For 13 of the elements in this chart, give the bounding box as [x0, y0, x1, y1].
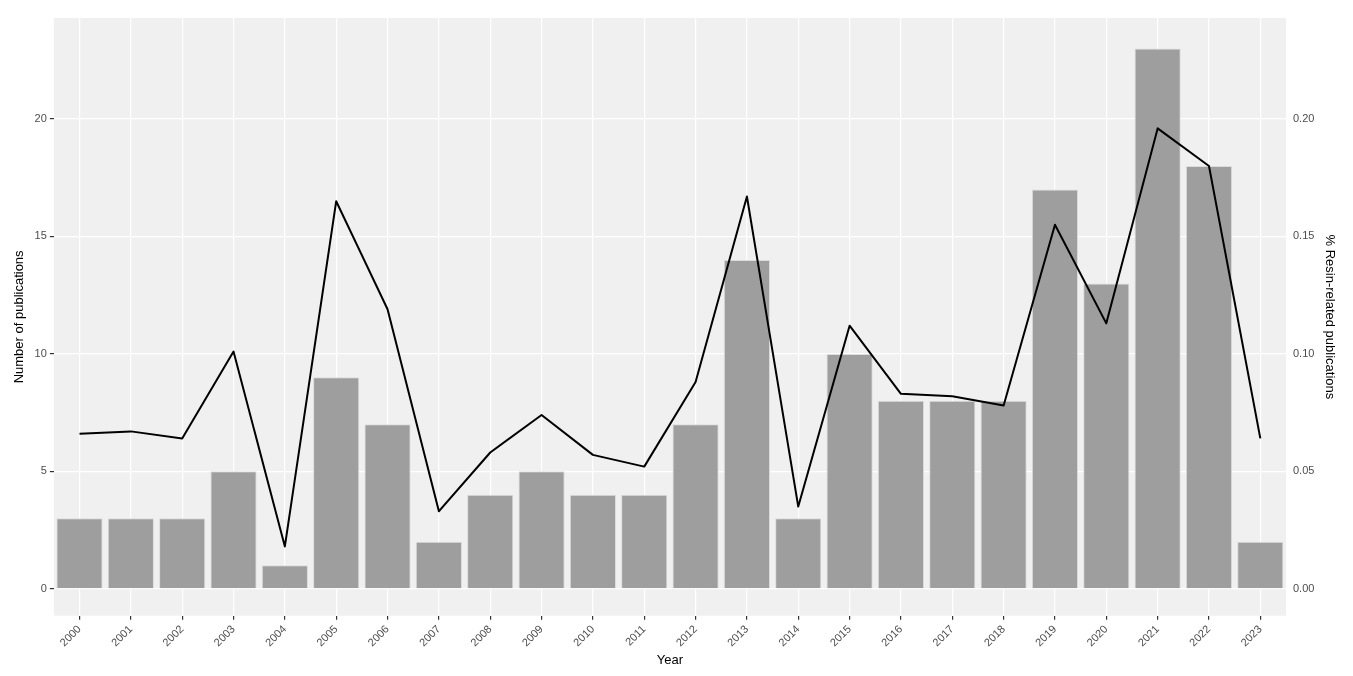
- y-tick-label: 20: [34, 112, 47, 125]
- y-tick-label: 15: [34, 229, 47, 242]
- y-axis-title: Number of publications: [11, 249, 27, 384]
- y2-tick-label: 0.05: [1292, 464, 1315, 477]
- y-tick-label: 5: [40, 464, 47, 477]
- y2-tick-label: 0.15: [1292, 229, 1315, 242]
- y-tick-label: 0: [40, 581, 47, 594]
- y2-tick-label: 0.20: [1292, 112, 1315, 125]
- y2-tick-label: 0.00: [1292, 581, 1315, 594]
- y2-tick-label: 0.10: [1292, 346, 1315, 359]
- y-tick-label: 10: [34, 346, 47, 359]
- y2-axis-title: % Resin-related publications: [1322, 234, 1338, 400]
- x-axis-title: Year: [656, 651, 684, 667]
